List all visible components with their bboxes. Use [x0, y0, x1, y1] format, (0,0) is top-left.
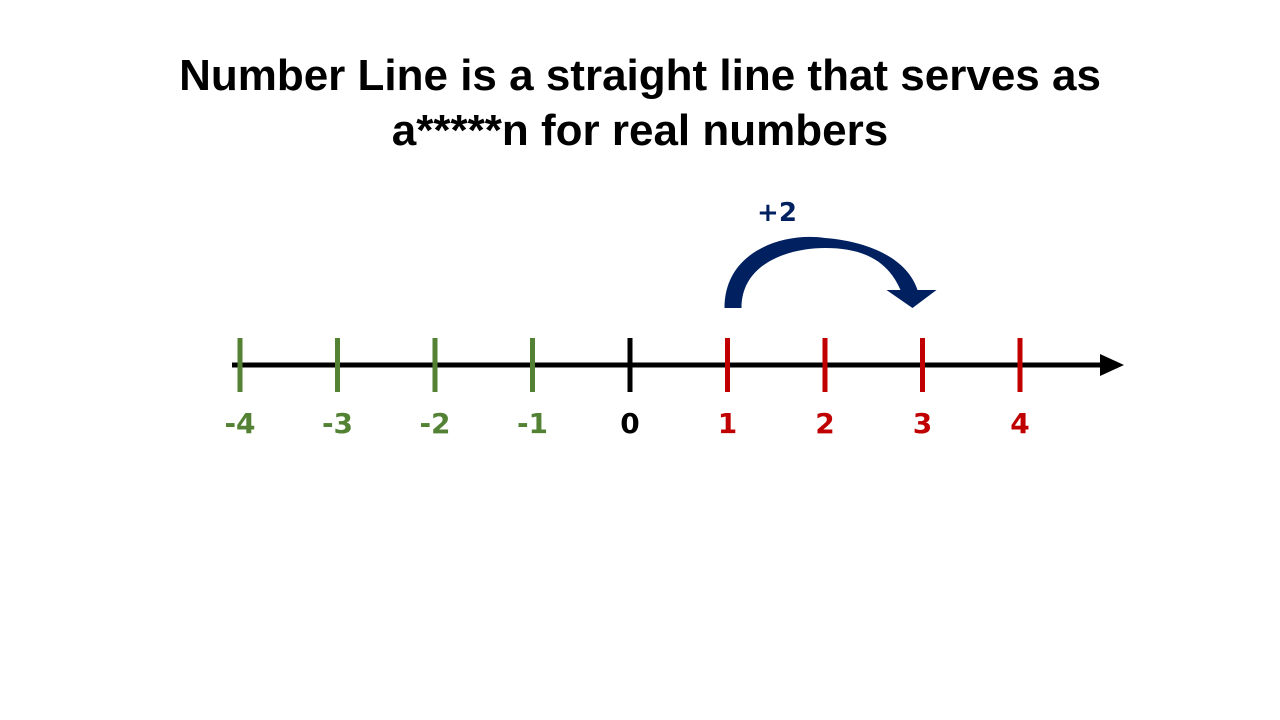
tick-label: -1 — [517, 407, 548, 440]
jump-curved-arrow — [724, 236, 937, 308]
slide-title: Number Line is a straight line that serv… — [0, 48, 1280, 158]
ticks-group: -4 -3 -2 -1 0 1 2 3 4 — [224, 338, 1030, 440]
tick-label: 1 — [718, 407, 737, 440]
title-line-1: Number Line is a straight line that serv… — [179, 51, 1101, 100]
tick-label: 0 — [620, 407, 639, 440]
tick-label: 3 — [913, 407, 932, 440]
tick-label: 2 — [815, 407, 834, 440]
tick-label: 4 — [1010, 407, 1029, 440]
tick-label: -2 — [419, 407, 450, 440]
jump-label: +2 — [757, 198, 797, 228]
title-line-2: a*****n for real numbers — [391, 106, 889, 155]
tick-label: -3 — [322, 407, 353, 440]
jump-group: +2 — [724, 198, 937, 308]
axis-arrowhead — [1100, 354, 1124, 376]
tick-label: -4 — [224, 407, 255, 440]
